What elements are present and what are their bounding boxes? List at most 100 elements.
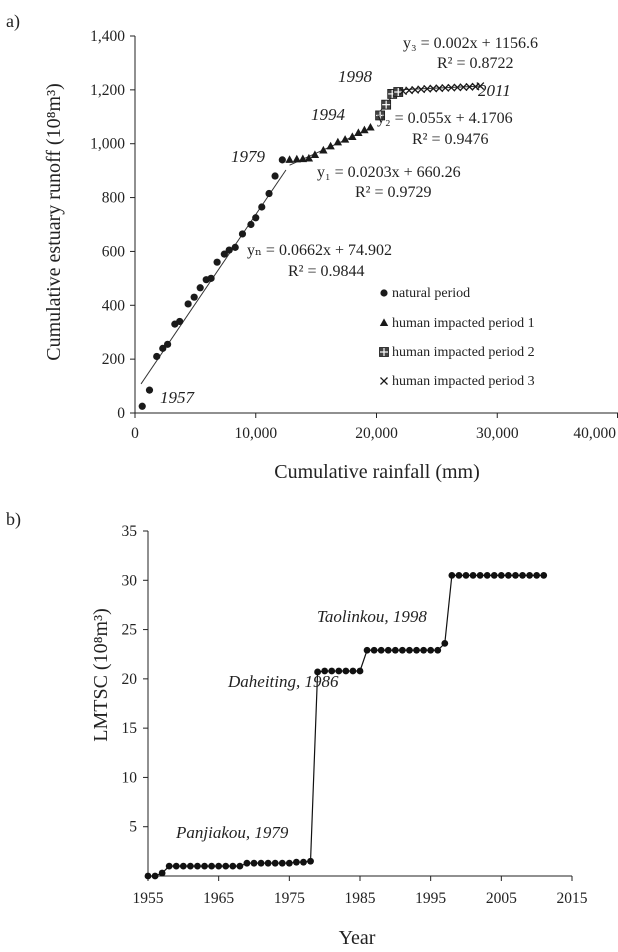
a-series-1-point-4-shape bbox=[310, 150, 320, 159]
a-series-1-point-4 bbox=[310, 150, 320, 159]
lmtsc-point-1971 bbox=[257, 859, 265, 867]
lmtsc-point-1986 bbox=[363, 646, 371, 654]
lmtsc-point-1974 bbox=[278, 859, 286, 867]
a-series-3-point-9-stroke-2 bbox=[453, 83, 462, 92]
a-series-3-point-10-stroke-2 bbox=[459, 83, 468, 92]
a-series-1-point-5 bbox=[319, 145, 328, 154]
lmtsc-point-1999 bbox=[455, 571, 463, 579]
annotation-panjiakou: Panjiakou, 1979 bbox=[175, 823, 289, 842]
b-x-tick-label-2005: 2005 bbox=[486, 890, 517, 907]
lmtsc-point-1961 bbox=[187, 862, 194, 870]
a-series-3-point-6 bbox=[435, 84, 444, 93]
a-series-0-point-6-shape bbox=[176, 317, 184, 326]
a-series-1-point-2 bbox=[298, 154, 308, 163]
a-series-0-point-19-shape bbox=[258, 203, 266, 211]
fit-equation-2: y₂ = 0.055x + 4.1706 bbox=[377, 110, 513, 127]
lmtsc-point-1967 bbox=[229, 862, 237, 870]
a-series-3-point-6-stroke-2 bbox=[435, 84, 444, 93]
fit-equation-3: y₃ = 0.002x + 1156.6 bbox=[403, 35, 538, 52]
lmtsc-point-2001 bbox=[469, 571, 477, 579]
panel-a-legend: natural period human impacted period 1 h… bbox=[379, 286, 535, 389]
a-series-3-point-11 bbox=[465, 82, 474, 91]
a-series-0-point-9-shape bbox=[196, 284, 204, 292]
a-y-tick-label-1200: 1,200 bbox=[90, 82, 125, 99]
a-series-0-point-20 bbox=[265, 189, 273, 198]
a-series-0-point-1-shape bbox=[145, 386, 154, 394]
b-x-tick-label-2015: 2015 bbox=[557, 890, 588, 907]
a-series-3-point-4 bbox=[423, 84, 432, 93]
a-series-1-point-9 bbox=[348, 132, 357, 140]
lmtsc-point-1966 bbox=[222, 862, 230, 870]
lmtsc-point-1991 bbox=[399, 646, 406, 654]
legend-marker-1 bbox=[379, 318, 389, 326]
a-series-1-point-12 bbox=[366, 122, 375, 131]
fit-r2-3: R² = 0.8722 bbox=[437, 55, 514, 72]
a-series-0-point-19 bbox=[258, 203, 266, 211]
a-series-1-point-2-shape bbox=[298, 154, 308, 163]
a-series-0-point-14 bbox=[225, 246, 233, 254]
lmtsc-point-1970 bbox=[250, 859, 258, 867]
a-series-3-point-8 bbox=[447, 83, 456, 92]
b-x-tick-label-1975: 1975 bbox=[274, 890, 305, 907]
a-series-0-point-21 bbox=[271, 172, 279, 180]
lmtsc-point-1982 bbox=[335, 667, 343, 675]
a-series-3-point-13-stroke-2 bbox=[476, 82, 485, 91]
lmtsc-point-1955 bbox=[144, 872, 152, 880]
annotation-1994: 1994 bbox=[311, 105, 346, 124]
b-x-tick-label-1955: 1955 bbox=[133, 890, 164, 907]
panel-b-x-axis-label: Year bbox=[339, 927, 376, 949]
a-series-3-point-5 bbox=[429, 84, 438, 93]
fit-equation-1: y₁ = 0.0203x + 660.26 bbox=[317, 164, 461, 181]
lmtsc-point-1985 bbox=[356, 667, 364, 675]
panel-b-chart: b) LMTSC (10⁸m³) Year 5 10 15 20 25 30 35 1955 1… bbox=[6, 509, 588, 949]
lmtsc-point-1962 bbox=[194, 862, 201, 870]
a-series-0-point-21-shape bbox=[271, 172, 279, 180]
lmtsc-point-2004 bbox=[490, 571, 498, 579]
a-series-3-point-10 bbox=[459, 83, 468, 92]
lmtsc-point-2010 bbox=[533, 571, 541, 579]
lmtsc-point-1989 bbox=[384, 646, 392, 654]
b-y-tick-label-25: 25 bbox=[122, 622, 138, 639]
lmtsc-point-1981 bbox=[328, 667, 336, 675]
lmtsc-point-1957 bbox=[158, 869, 166, 877]
a-series-3-point-4-stroke-2 bbox=[423, 84, 432, 93]
legend-marker-3 bbox=[380, 377, 388, 385]
lmtsc-point-1998 bbox=[448, 571, 456, 579]
lmtsc-point-1968 bbox=[236, 862, 244, 870]
lmtsc-point-1983 bbox=[342, 667, 350, 675]
lmtsc-point-1956 bbox=[151, 872, 159, 880]
a-series-0-point-8-shape bbox=[190, 293, 198, 301]
panel-a-x-axis-label: Cumulative rainfall (mm) bbox=[274, 461, 480, 483]
a-y-tick-label-0: 0 bbox=[117, 405, 125, 422]
lmtsc-point-1997 bbox=[441, 639, 449, 647]
legend-label-period-1: human impacted period 1 bbox=[392, 316, 535, 331]
fit-r2-1: R² = 0.9729 bbox=[355, 184, 432, 201]
a-series-1-point-8-shape bbox=[340, 135, 350, 143]
a-y-tick-label-400: 400 bbox=[102, 297, 126, 314]
lmtsc-point-1988 bbox=[377, 646, 385, 654]
legend-label-period-2: human impacted period 2 bbox=[392, 345, 535, 360]
a-series-0-point-3-shape bbox=[159, 344, 167, 352]
a-series-3-point-9 bbox=[453, 83, 462, 92]
a-series-0-point-8 bbox=[190, 293, 198, 301]
lmtsc-point-1972 bbox=[264, 859, 272, 867]
b-y-tick-label-20: 20 bbox=[122, 671, 138, 688]
annotation-1957: 1957 bbox=[160, 388, 196, 407]
lmtsc-point-1965 bbox=[215, 862, 223, 870]
lmtsc-point-1996 bbox=[434, 646, 442, 654]
lmtsc-point-2009 bbox=[526, 571, 533, 579]
a-series-1-point-9-shape bbox=[348, 132, 357, 140]
a-series-0-point-13-shape bbox=[220, 250, 228, 258]
b-y-tick-label-30: 30 bbox=[122, 572, 138, 589]
a-series-3-point-7 bbox=[441, 84, 450, 92]
a-series-0-point-11 bbox=[207, 274, 215, 282]
a-series-0-point-17 bbox=[247, 220, 255, 229]
a-series-2-point-0 bbox=[375, 110, 386, 121]
lmtsc-point-1975 bbox=[285, 859, 293, 867]
b-y-tick-label-10: 10 bbox=[122, 769, 138, 786]
a-series-0-point-2 bbox=[153, 352, 161, 361]
annotation-1998: 1998 bbox=[338, 67, 373, 86]
a-series-1-point-6 bbox=[326, 141, 335, 150]
panel-b-label: b) bbox=[6, 509, 21, 530]
